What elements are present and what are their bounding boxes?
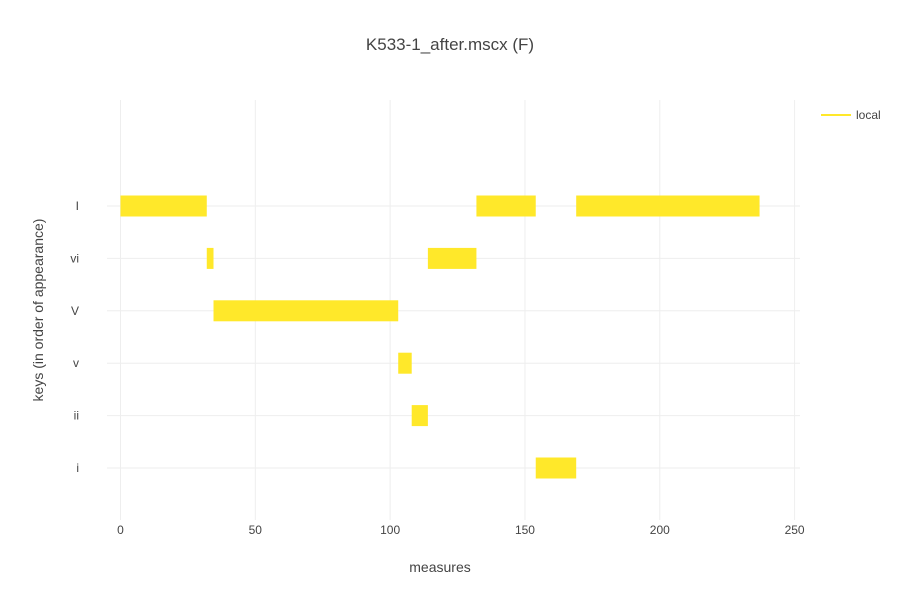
key-segment-ii[interactable] xyxy=(411,405,428,427)
y-tick-label-I: I xyxy=(76,199,79,213)
key-segment-I[interactable] xyxy=(476,195,536,217)
key-segment-vi[interactable] xyxy=(427,247,477,269)
grid-layer xyxy=(107,100,800,520)
x-axis-title: measures xyxy=(409,559,470,575)
x-tick-label: 150 xyxy=(515,523,535,537)
legend[interactable]: local xyxy=(821,108,881,122)
key-segment-V[interactable] xyxy=(213,300,399,322)
legend-label-local: local xyxy=(856,108,881,122)
chart-title: K533-1_after.mscx (F) xyxy=(366,35,534,54)
y-tick-label-i: i xyxy=(76,461,79,475)
y-tick-label-vi: vi xyxy=(70,251,79,265)
x-tick-label: 0 xyxy=(117,523,124,537)
x-tick-label: 200 xyxy=(650,523,670,537)
key-segment-i[interactable] xyxy=(535,457,577,479)
x-tick-label: 50 xyxy=(249,523,263,537)
key-segment-I[interactable] xyxy=(120,195,207,217)
y-tick-label-ii: ii xyxy=(74,409,79,423)
key-segment-v[interactable] xyxy=(398,352,412,374)
y-tick-label-V: V xyxy=(71,304,79,318)
bar-layer xyxy=(120,195,760,479)
x-tick-label: 250 xyxy=(785,523,805,537)
y-axis-title: keys (in order of appearance) xyxy=(30,219,46,402)
y-tick-label-v: v xyxy=(73,356,79,370)
x-tick-label: 100 xyxy=(380,523,400,537)
key-segment-vi[interactable] xyxy=(206,247,214,269)
key-segment-I[interactable] xyxy=(576,195,760,217)
x-axis-ticks: 0 50 100 150 200 250 xyxy=(117,523,805,537)
